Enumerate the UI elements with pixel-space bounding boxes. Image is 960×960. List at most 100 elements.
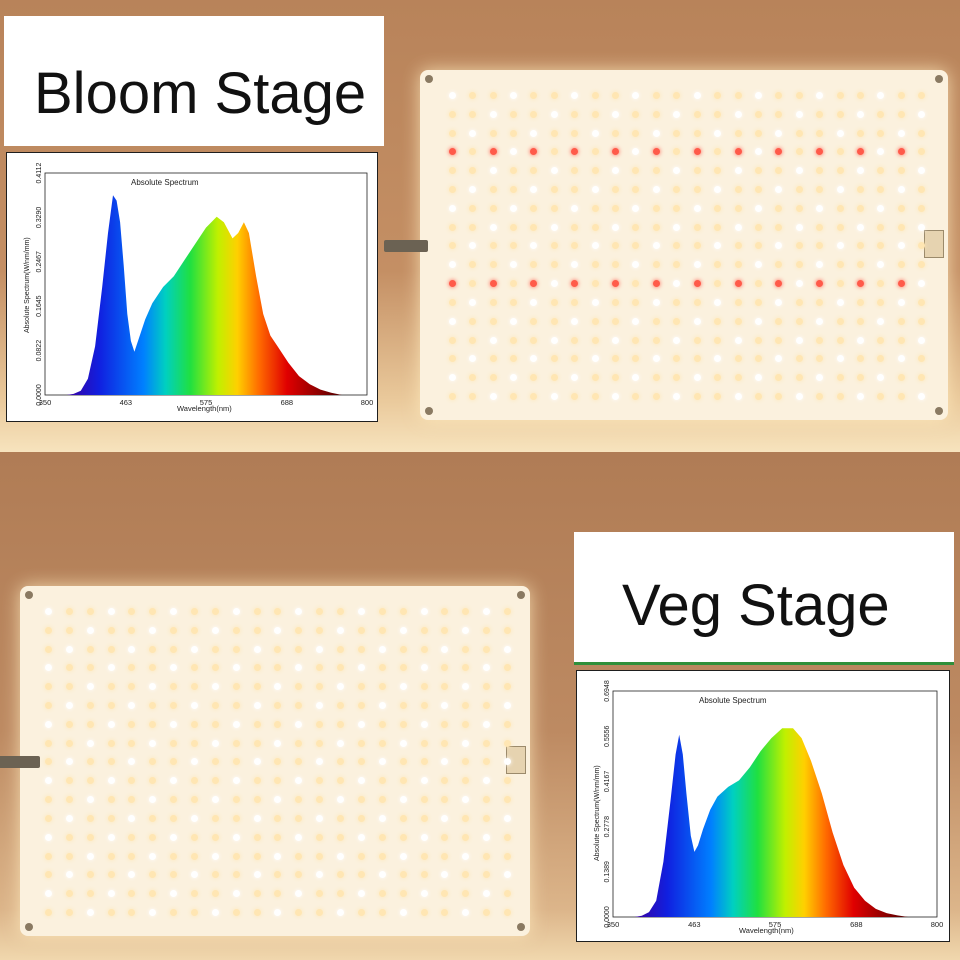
led-chip <box>191 871 199 879</box>
y-tick-label: 0.6948 <box>604 680 611 702</box>
led-chip <box>632 298 640 306</box>
led-chip <box>399 796 407 804</box>
led-chip <box>734 317 742 325</box>
led-chip <box>399 607 407 615</box>
led-chip <box>107 852 115 860</box>
led-chip <box>469 374 477 382</box>
led-chip <box>441 796 449 804</box>
led-chip <box>483 777 491 785</box>
led-chip <box>530 336 538 344</box>
bloom-stage-scene: Bloom Stage Absolute Spectrum <box>0 0 960 452</box>
led-chip <box>469 355 477 363</box>
led-chip <box>550 317 558 325</box>
led-chip <box>489 91 497 99</box>
led-chip <box>316 758 324 766</box>
led-chip <box>337 758 345 766</box>
led-chip <box>897 91 905 99</box>
led-chip <box>795 242 803 250</box>
led-chip <box>107 626 115 634</box>
led-chip <box>316 645 324 653</box>
led-chip <box>357 777 365 785</box>
led-chip <box>632 355 640 363</box>
led-chip <box>877 110 885 118</box>
led-chip <box>191 626 199 634</box>
led-chip <box>857 148 865 156</box>
led-chip <box>714 242 722 250</box>
led-chip <box>897 261 905 269</box>
led-chip <box>107 683 115 691</box>
led-chip <box>295 626 303 634</box>
led-chip <box>378 626 386 634</box>
y-tick-label: 0.2778 <box>604 816 611 838</box>
led-chip <box>420 645 428 653</box>
led-chip <box>65 777 73 785</box>
led-chip <box>337 720 345 728</box>
led-chip <box>530 393 538 401</box>
led-chip <box>571 223 579 231</box>
led-chip <box>44 852 52 860</box>
led-chip <box>295 758 303 766</box>
led-chip <box>877 393 885 401</box>
led-chip <box>170 814 178 822</box>
led-chip <box>612 110 620 118</box>
led-chip <box>897 167 905 175</box>
led-chip <box>274 777 282 785</box>
led-chip <box>316 702 324 710</box>
led-chip <box>897 374 905 382</box>
led-chip <box>337 683 345 691</box>
led-chip <box>877 374 885 382</box>
led-chip <box>632 110 640 118</box>
led-chip <box>337 607 345 615</box>
led-chip <box>550 242 558 250</box>
led-chip <box>462 890 470 898</box>
led-chip <box>128 739 136 747</box>
led-chip <box>462 814 470 822</box>
led-chip <box>357 683 365 691</box>
led-chip <box>504 702 512 710</box>
led-chip <box>714 223 722 231</box>
led-chip <box>877 148 885 156</box>
led-chip <box>816 336 824 344</box>
led-chip <box>857 280 865 288</box>
led-chip <box>754 110 762 118</box>
led-chip <box>489 261 497 269</box>
led-chip <box>149 720 157 728</box>
led-chip <box>86 814 94 822</box>
led-chip <box>504 871 512 879</box>
led-chip <box>469 280 477 288</box>
led-chip <box>44 796 52 804</box>
spectrum-ylabel: Absolute Spectrum(W/nm/mm) <box>24 237 31 333</box>
led-chip <box>86 683 94 691</box>
led-chip <box>754 167 762 175</box>
led-chip <box>612 129 620 137</box>
led-chip <box>469 129 477 137</box>
led-chip <box>652 242 660 250</box>
led-chip <box>420 664 428 672</box>
led-chip <box>836 261 844 269</box>
led-chip <box>591 280 599 288</box>
led-chip <box>337 702 345 710</box>
led-chip <box>441 626 449 634</box>
led-chip <box>357 852 365 860</box>
led-chip <box>448 261 456 269</box>
led-chip <box>897 223 905 231</box>
spectrum-heading: Absolute Spectrum <box>131 178 199 187</box>
led-chip <box>693 223 701 231</box>
led-chip <box>571 317 579 325</box>
led-chip <box>65 626 73 634</box>
led-chip <box>504 664 512 672</box>
led-chip <box>191 664 199 672</box>
led-chip <box>149 739 157 747</box>
led-chip <box>489 280 497 288</box>
led-chip <box>550 110 558 118</box>
led-chip <box>107 702 115 710</box>
led-chip <box>857 317 865 325</box>
led-chip <box>489 223 497 231</box>
x-tick-label: 350 <box>607 920 620 929</box>
led-chip <box>897 280 905 288</box>
led-chip <box>652 91 660 99</box>
led-chip <box>107 833 115 841</box>
led-chip <box>86 607 94 615</box>
led-chip <box>754 261 762 269</box>
led-chip <box>775 148 783 156</box>
